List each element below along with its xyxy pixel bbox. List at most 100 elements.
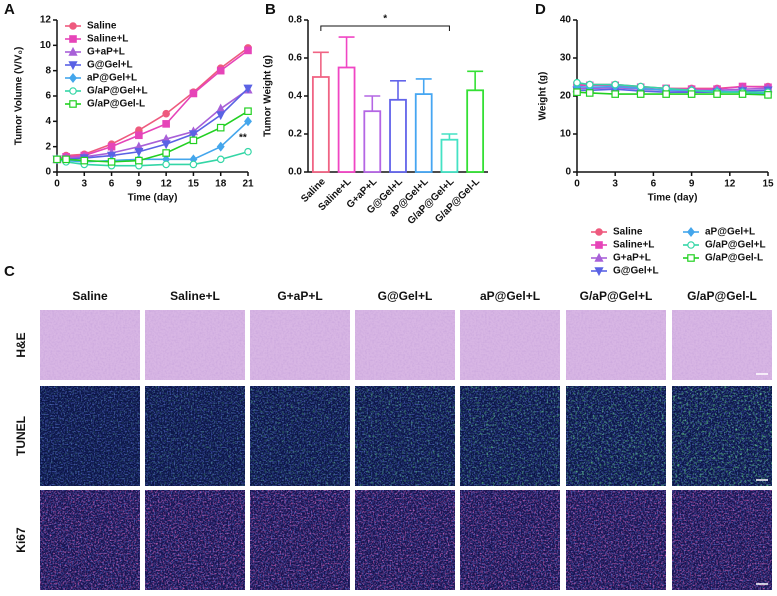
x-tick-label: 21 [242,179,254,190]
y-tick-label: 0.6 [288,53,302,64]
bar [363,110,382,173]
marker [107,158,116,166]
x-axis-label: Time (day) [128,193,178,204]
x-tick-label: 3 [612,179,618,190]
marker [189,160,198,169]
micrograph-texture [40,310,140,380]
micrograph-texture [460,490,560,590]
marker [189,89,198,98]
y-tick-label: 20 [560,91,572,102]
legend-marker [69,73,77,83]
x-tick-label: 6 [651,179,657,190]
legend-marker [594,252,604,262]
y-tick-label: 8 [45,65,51,76]
marker [636,90,645,98]
significance-bracket [320,25,450,31]
legend-label: G/aP@Gel-L [705,253,763,264]
marker [243,84,253,94]
marker [53,155,61,164]
micrograph-texture [566,386,666,486]
marker [611,90,620,98]
legend-label: G/aP@Gel+L [87,86,148,97]
legend-label: Saline [613,227,643,238]
micrograph-texture [672,386,772,486]
column-label: Saline+L [170,289,220,303]
column-label: Saline [72,289,108,303]
y-tick-label: 0.0 [288,167,302,178]
marker [135,131,143,140]
marker [162,160,170,169]
bar [414,93,433,173]
marker [162,120,170,128]
x-tick-label: 9 [136,179,142,190]
legend-label: G+aP+L [87,47,125,58]
annotation: * [383,14,387,25]
legend-label: G@Gel+L [87,60,133,71]
micrograph-texture [566,310,666,380]
panel-label: B [265,1,276,18]
x-tick-label: 12 [724,179,736,190]
marker [738,90,747,98]
marker [573,78,581,87]
marker [216,103,226,113]
y-tick-label: 6 [45,91,51,102]
legend-label: Saline+L [87,34,128,45]
marker [585,80,594,89]
marker [80,156,89,165]
marker [161,140,171,150]
marker [162,149,170,157]
bar [389,98,407,173]
column-label: G/aP@Gel+L [580,289,653,303]
row-label: Ki67 [14,527,28,553]
marker [764,91,772,99]
marker [189,136,198,145]
x-tick-label: 3 [82,179,88,190]
x-axis-label: Time (day) [648,193,698,204]
micrograph-texture [672,490,772,590]
bar [337,66,356,173]
y-tick-label: 0 [565,167,571,178]
marker [216,141,225,152]
marker [162,109,170,118]
micrograph-texture [672,310,772,380]
legend-marker [687,254,695,262]
legend-marker [68,61,78,71]
x-tick-label: 12 [161,179,173,190]
legend-marker [68,46,78,56]
legend-label: G/aP@Gel+L [705,240,766,251]
annotation: ** [239,132,247,143]
marker [216,155,225,164]
marker [244,46,252,55]
column-label: G@Gel+L [378,289,433,303]
x-tick-label: 18 [215,179,227,190]
panel-label: A [4,1,15,18]
marker [216,123,225,132]
legend-marker [687,227,695,237]
legend-marker [595,228,603,236]
y-tick-label: 10 [560,129,572,140]
micrograph-texture [145,310,245,380]
bar [440,138,459,173]
marker [662,90,670,98]
legend-label: Saline [87,21,117,32]
y-tick-label: 4 [45,116,51,127]
panel-label: D [535,1,546,18]
x-tick-label: 0 [574,179,580,190]
marker [135,156,143,165]
micrograph-texture [145,490,245,590]
marker [244,116,252,127]
micrograph-texture [566,490,666,590]
legend-label: G/aP@Gel-L [87,99,145,110]
row-label: TUNEL [14,416,28,456]
panel-label: C [4,263,15,280]
marker [216,66,225,75]
y-axis-label: Tumor Weight (g) [263,55,274,137]
x-tick-label: 9 [689,179,695,190]
y-tick-label: 30 [560,53,572,64]
micrograph-texture [460,386,560,486]
y-tick-label: 0.2 [288,129,302,140]
micrograph-texture [40,490,140,590]
micrograph-texture [355,386,455,486]
marker [636,82,645,91]
